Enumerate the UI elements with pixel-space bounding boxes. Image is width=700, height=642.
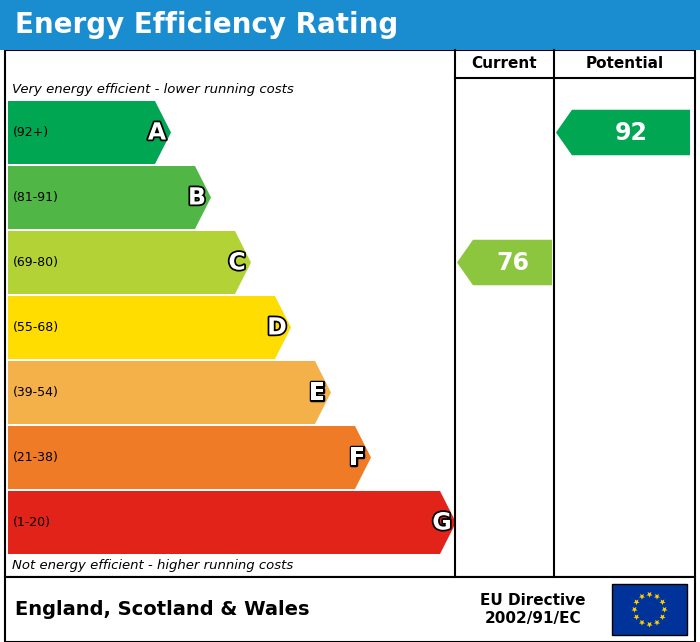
- Polygon shape: [457, 239, 552, 285]
- Text: Potential: Potential: [585, 56, 664, 71]
- Polygon shape: [8, 296, 291, 359]
- Polygon shape: [639, 620, 645, 626]
- Polygon shape: [662, 607, 668, 612]
- Polygon shape: [8, 426, 371, 489]
- Bar: [5, 50, 695, 577]
- Polygon shape: [654, 594, 660, 600]
- Bar: [5, 577, 695, 642]
- Text: C: C: [228, 250, 246, 275]
- Text: G: G: [433, 510, 452, 535]
- Text: A: A: [148, 121, 166, 144]
- Text: Current: Current: [472, 56, 538, 71]
- Bar: [612, 584, 687, 635]
- Polygon shape: [659, 600, 666, 605]
- Text: D: D: [267, 315, 287, 340]
- Polygon shape: [659, 614, 666, 620]
- Text: B: B: [188, 186, 206, 209]
- Text: Very energy efficient - lower running costs: Very energy efficient - lower running co…: [12, 83, 294, 96]
- Text: Not energy efficient - higher running costs: Not energy efficient - higher running co…: [12, 559, 293, 573]
- Polygon shape: [8, 491, 456, 554]
- Polygon shape: [8, 231, 251, 294]
- Polygon shape: [8, 101, 171, 164]
- Text: England, Scotland & Wales: England, Scotland & Wales: [15, 600, 309, 619]
- Text: F: F: [349, 446, 365, 469]
- Text: Energy Efficiency Rating: Energy Efficiency Rating: [15, 11, 398, 39]
- Polygon shape: [8, 166, 211, 229]
- Bar: [0, 0, 700, 50]
- Text: (39-54): (39-54): [13, 386, 59, 399]
- Text: (55-68): (55-68): [13, 321, 59, 334]
- Text: (69-80): (69-80): [13, 256, 59, 269]
- Text: E: E: [309, 381, 325, 404]
- Text: (1-20): (1-20): [13, 516, 51, 529]
- Text: (92+): (92+): [13, 126, 49, 139]
- Polygon shape: [639, 594, 645, 600]
- Text: EU Directive
2002/91/EC: EU Directive 2002/91/EC: [480, 593, 585, 626]
- Text: (81-91): (81-91): [13, 191, 59, 204]
- Polygon shape: [8, 361, 331, 424]
- Text: 76: 76: [496, 250, 529, 275]
- Polygon shape: [647, 622, 652, 628]
- Polygon shape: [654, 620, 660, 626]
- Polygon shape: [634, 600, 640, 605]
- Polygon shape: [631, 607, 638, 612]
- Polygon shape: [634, 614, 640, 620]
- Polygon shape: [556, 110, 690, 155]
- Polygon shape: [647, 592, 652, 598]
- Text: 92: 92: [615, 121, 648, 144]
- Text: (21-38): (21-38): [13, 451, 59, 464]
